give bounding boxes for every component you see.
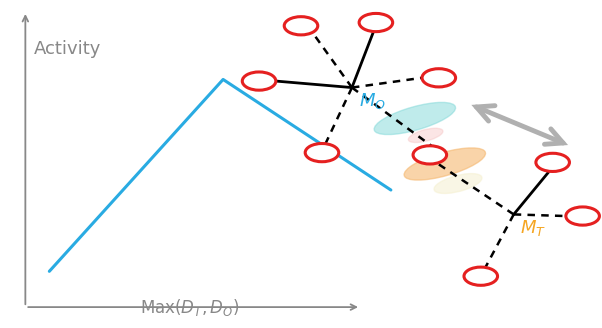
Circle shape [422, 69, 456, 87]
Text: $M_\mathregular{T}$: $M_\mathregular{T}$ [520, 218, 546, 238]
Circle shape [413, 146, 447, 164]
Ellipse shape [374, 102, 456, 134]
Circle shape [359, 13, 393, 31]
Circle shape [566, 207, 600, 225]
Ellipse shape [404, 148, 486, 180]
Circle shape [464, 267, 497, 285]
Text: Max$(D_{\mathit{T}},D_{\mathit{O}})$: Max$(D_{\mathit{T}},D_{\mathit{O}})$ [140, 297, 240, 318]
Circle shape [536, 153, 569, 172]
Circle shape [284, 17, 318, 35]
Ellipse shape [408, 128, 443, 142]
Ellipse shape [434, 174, 482, 194]
Circle shape [242, 72, 276, 90]
Text: Activity: Activity [34, 40, 102, 58]
Text: $M_\mathregular{O}$: $M_\mathregular{O}$ [359, 92, 386, 112]
Circle shape [305, 144, 339, 162]
FancyArrowPatch shape [476, 106, 563, 144]
